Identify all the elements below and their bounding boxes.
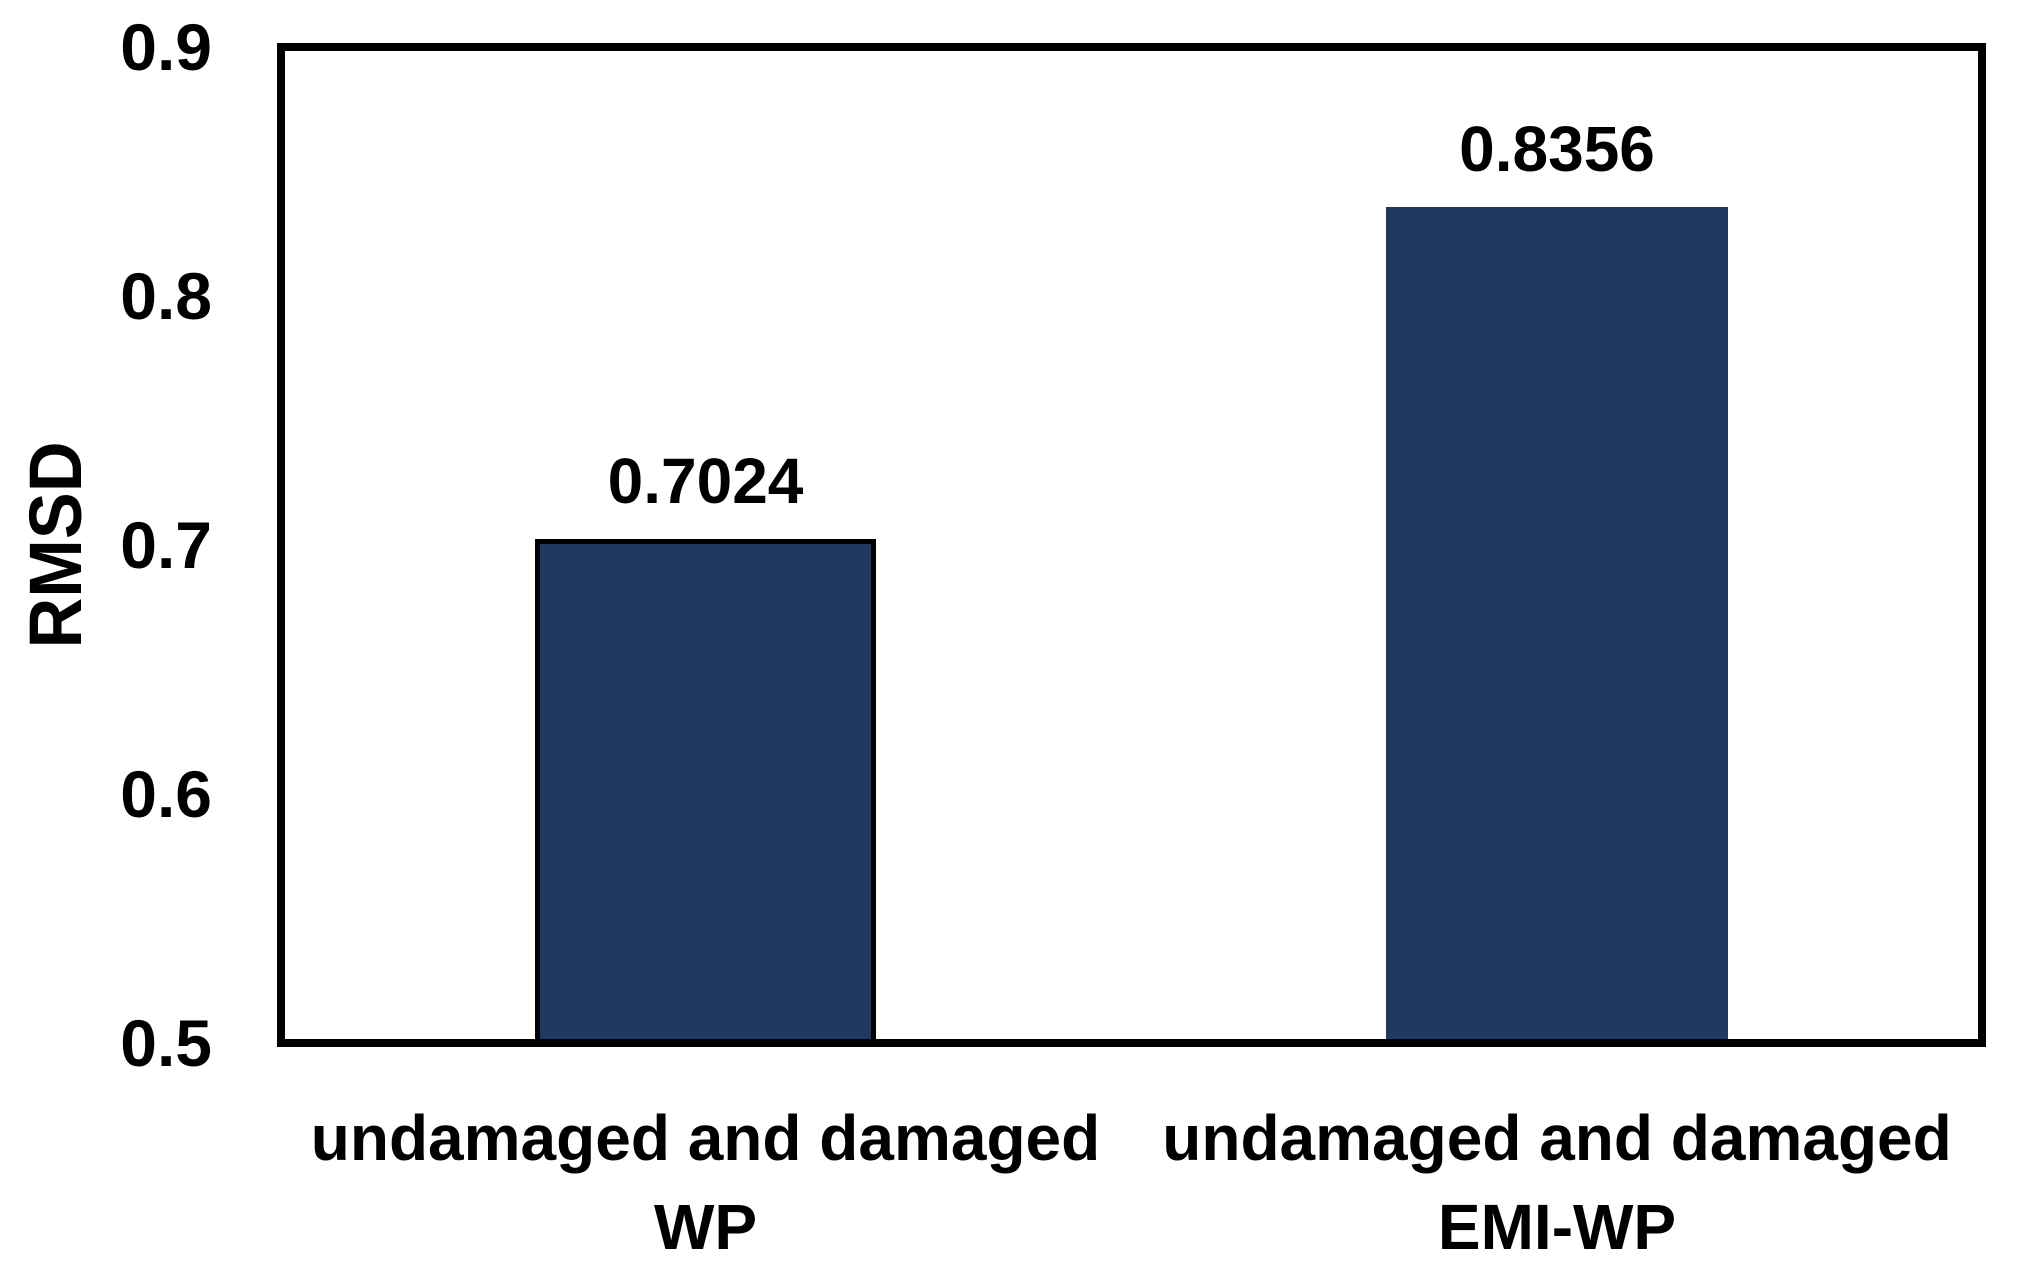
- bar-2: [1386, 207, 1728, 1039]
- bar-1: [535, 539, 876, 1039]
- bar-value-label-1: 0.7024: [607, 445, 804, 518]
- y-tick-label-0.8: 0.8: [120, 259, 212, 333]
- x-category-label-line: WP: [653, 1191, 758, 1263]
- x-category-label-2: undamaged and damaged EMI-WP: [1117, 1094, 1997, 1272]
- plot-area: [277, 43, 1986, 1047]
- y-tick-label-0.7: 0.7: [120, 508, 212, 582]
- y-tick-label-0.6: 0.6: [120, 757, 212, 831]
- x-category-label-line: undamaged and damaged: [1162, 1102, 1952, 1174]
- x-category-label-line: EMI-WP: [1437, 1191, 1677, 1263]
- y-tick-label-0.5: 0.5: [120, 1006, 212, 1080]
- x-category-label-1: undamaged and damaged WP: [266, 1094, 1146, 1272]
- bar-value-label-2: 0.8356: [1459, 113, 1655, 186]
- y-tick-label-0.9: 0.9: [120, 10, 212, 84]
- x-category-label-line: undamaged and damaged: [310, 1102, 1101, 1174]
